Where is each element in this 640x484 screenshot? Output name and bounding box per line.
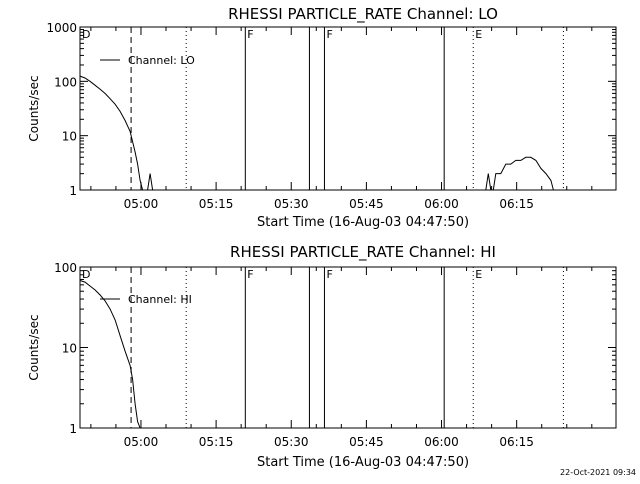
x-tick-label: 05:45 [349,197,384,211]
y-tick-label: 1 [69,422,77,436]
data-series-line [147,173,154,191]
x-tick-label: 05:15 [199,197,234,211]
legend-label: Channel: LO [128,54,195,67]
x-tick-label: 05:00 [124,197,159,211]
event-marker-label: D [82,268,90,281]
event-marker-label: F [247,268,253,281]
y-axis-label: Counts/sec [27,314,41,380]
data-series-line [79,280,141,429]
x-tick-label: 05:30 [274,435,309,449]
x-tick-label: 05:30 [274,197,309,211]
x-tick-label: 05:45 [349,435,384,449]
chart-title: RHESSI PARTICLE_RATE Channel: HI [230,243,496,262]
x-tick-label: 05:00 [124,435,159,449]
event-marker-label: F [247,28,253,41]
data-series-line [79,75,144,191]
x-tick-label: 06:15 [499,197,534,211]
event-marker-label: D [82,28,90,41]
event-marker-label: E [475,268,482,281]
event-marker-label: F [326,268,332,281]
event-marker-label: F [326,28,332,41]
y-tick-label: 10 [62,130,77,144]
data-series-line [492,156,554,191]
x-tick-label: 06:00 [424,435,459,449]
plot-frame [79,266,617,429]
data-series-line [485,173,492,191]
event-marker-label: E [475,28,482,41]
x-tick-label: 06:00 [424,197,459,211]
y-axis-label: Counts/sec [27,75,41,141]
y-tick-label: 1000 [46,21,77,35]
plot-frame [79,26,617,191]
y-tick-label: 1 [69,184,77,198]
chart-title: RHESSI PARTICLE_RATE Channel: LO [228,5,498,24]
y-tick-label: 10 [62,342,77,356]
x-axis-label: Start Time (16-Aug-03 04:47:50) [257,455,469,470]
x-tick-label: 06:15 [499,435,534,449]
footer-timestamp: 22-Oct-2021 09:34 [560,468,636,477]
y-tick-label: 100 [54,261,77,275]
x-tick-label: 05:15 [199,435,234,449]
panel-lo-channel: RHESSI PARTICLE_RATE Channel: LO Start Ti… [27,5,617,230]
x-axis-label: Start Time (16-Aug-03 04:47:50) [257,215,469,230]
panel-hi-channel: RHESSI PARTICLE_RATE Channel: HI Start Ti… [27,243,617,470]
legend-label: Channel: HI [128,293,192,306]
y-tick-label: 100 [54,75,77,89]
